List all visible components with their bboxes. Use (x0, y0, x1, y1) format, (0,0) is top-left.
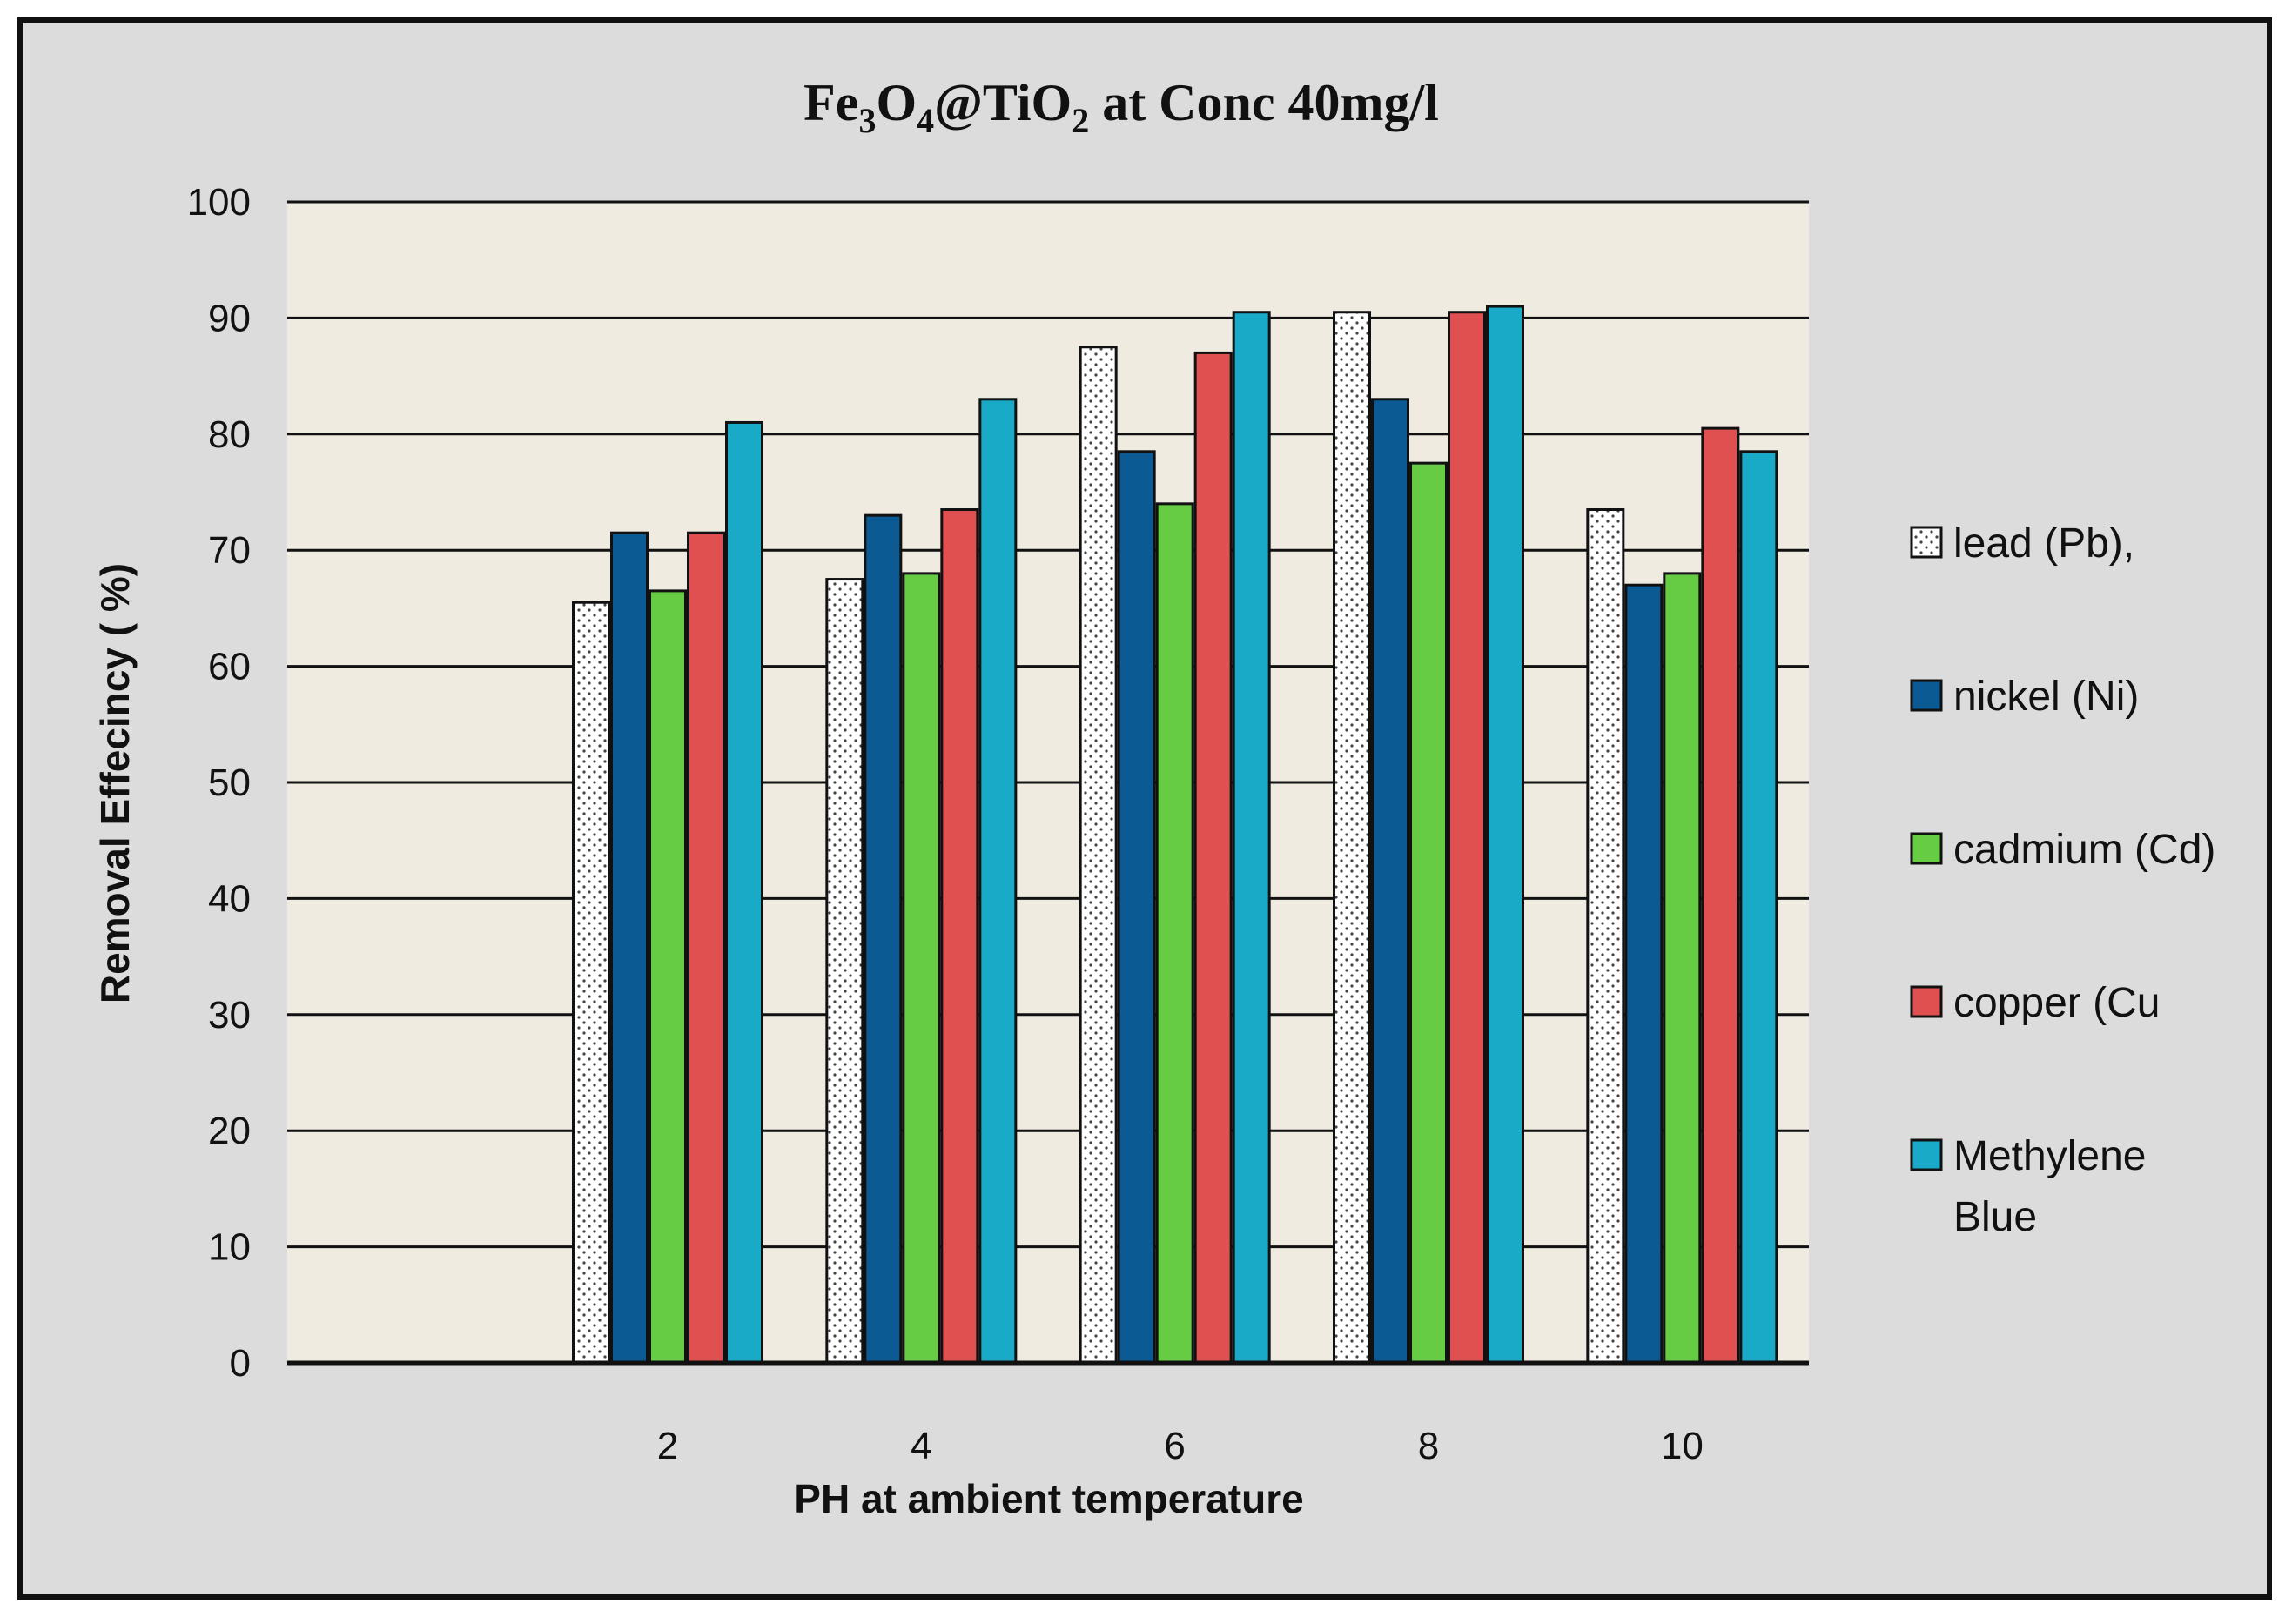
x-tick-label: 2 (657, 1425, 678, 1467)
y-tick-label: 20 (208, 1110, 251, 1152)
y-tick-label: 80 (208, 413, 251, 456)
bar-copper-cu-ph-2 (687, 531, 725, 1365)
bar-copper-cu-ph-6 (1193, 351, 1233, 1365)
chart-title: Fe3O4@TiO2 at Conc 40mg/l (803, 74, 1439, 140)
y-tick-label: 0 (230, 1342, 251, 1385)
y-tick-label: 40 (208, 877, 251, 920)
bar-cadmium-cd--ph-2 (649, 589, 687, 1365)
x-tick-label: 10 (1661, 1425, 1704, 1467)
bar-methylene-blue-ph-8 (1486, 305, 1524, 1365)
bar-cadmium-cd--ph-10 (1663, 572, 1702, 1365)
legend-label: nickel (Ni) (1953, 674, 2139, 720)
x-axis-title: PH at ambient temperature (794, 1476, 1303, 1521)
y-tick-labels: 0 10 20 30 40 50 60 70 80 90 100 (187, 181, 251, 1385)
bars (572, 305, 1778, 1365)
bar-cadmium-cd--ph-4 (902, 572, 941, 1365)
legend-swatch (1910, 679, 1943, 712)
legend-swatch (1910, 985, 1943, 1018)
bar-cadmium-cd--ph-8 (1409, 461, 1448, 1365)
bar-copper-cu-ph-10 (1701, 426, 1740, 1365)
y-axis-title: Removal Effecincy ( %) (92, 563, 138, 1003)
bar-methylene-blue-ph-6 (1232, 311, 1271, 1365)
x-tick-label: 8 (1418, 1425, 1439, 1467)
y-tick-label: 70 (208, 529, 251, 572)
bar-lead-pb--ph-10 (1586, 508, 1625, 1365)
bar-copper-cu-ph-4 (940, 508, 979, 1365)
bar-lead-pb--ph-4 (825, 578, 864, 1365)
y-tick-label: 60 (208, 646, 251, 688)
x-tick-labels: 2 4 6 8 10 (657, 1425, 1704, 1467)
chart-svg: Fe3O4@TiO2 at Conc 40mg/l 0 10 20 30 40 50 60 7… (17, 17, 2272, 1600)
y-tick-label: 30 (208, 994, 251, 1037)
bar-copper-cu-ph-8 (1448, 311, 1486, 1365)
bar-lead-pb--ph-2 (572, 601, 610, 1365)
bar-nickel-ni--ph-2 (610, 531, 649, 1365)
y-tick-label: 10 (208, 1226, 251, 1269)
bar-nickel-ni--ph-4 (864, 513, 903, 1365)
legend-swatch (1910, 526, 1943, 559)
x-tick-label: 6 (1164, 1425, 1185, 1467)
bar-lead-pb--ph-8 (1333, 311, 1371, 1365)
bar-nickel-ni--ph-8 (1371, 398, 1409, 1365)
legend-label: cadmium (Cd) (1953, 827, 2215, 873)
bar-methylene-blue-ph-2 (725, 420, 763, 1365)
chart-frame: Fe3O4@TiO2 at Conc 40mg/l 0 10 20 30 40 50 60 7… (17, 17, 2272, 1600)
legend-swatch (1910, 832, 1943, 865)
grid-lines (287, 200, 1809, 1249)
y-tick-label: 100 (187, 181, 251, 224)
legend: lead (Pb), nickel (Ni) cadmium (Cd) copper … (1910, 520, 2215, 1240)
bar-nickel-ni--ph-6 (1117, 450, 1156, 1365)
legend-label: Methylene Blue (1953, 1133, 2146, 1240)
bar-lead-pb--ph-6 (1079, 346, 1118, 1365)
bar-methylene-blue-ph-10 (1739, 450, 1778, 1365)
y-tick-label: 90 (208, 297, 251, 339)
bar-nickel-ni--ph-10 (1624, 583, 1664, 1365)
legend-swatch (1910, 1138, 1943, 1171)
x-tick-label: 4 (911, 1425, 931, 1467)
y-tick-label: 50 (208, 762, 251, 804)
legend-label: copper (Cu (1953, 980, 2160, 1026)
legend-label: lead (Pb), (1953, 520, 2134, 567)
bar-cadmium-cd--ph-6 (1155, 502, 1194, 1365)
bar-methylene-blue-ph-4 (978, 398, 1018, 1365)
